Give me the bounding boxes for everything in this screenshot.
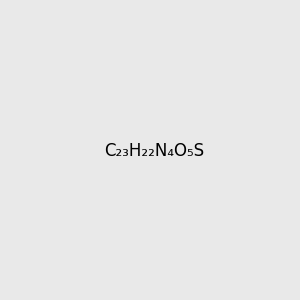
Text: C₂₃H₂₂N₄O₅S: C₂₃H₂₂N₄O₅S bbox=[104, 142, 204, 160]
